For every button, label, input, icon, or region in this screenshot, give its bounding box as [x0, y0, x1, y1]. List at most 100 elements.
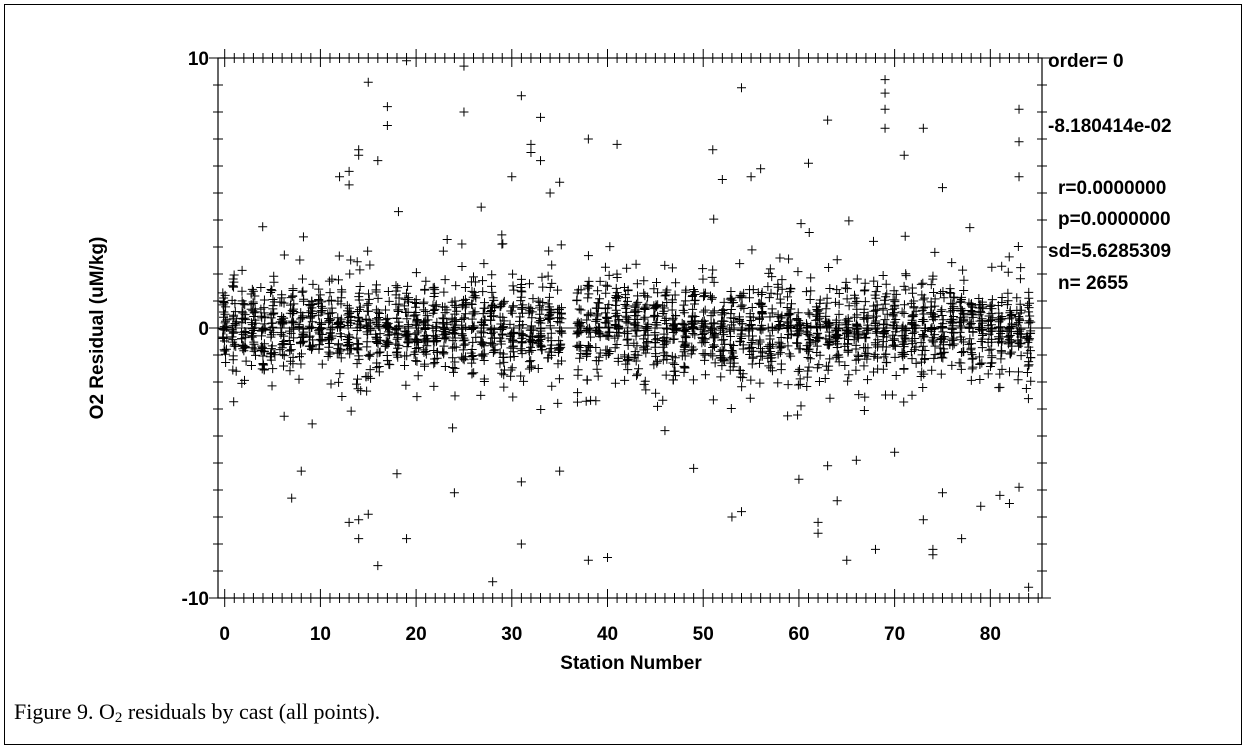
data-point [936, 369, 946, 379]
data-point [232, 317, 242, 327]
data-point [936, 322, 946, 332]
data-point [622, 313, 632, 323]
data-point [257, 343, 267, 353]
data-point [831, 331, 841, 341]
data-point [938, 287, 948, 297]
data-point [574, 304, 584, 314]
data-point [554, 344, 564, 354]
data-point [968, 362, 978, 372]
data-point [1003, 267, 1013, 277]
data-point [351, 379, 361, 389]
data-point [841, 277, 851, 287]
data-point [717, 345, 727, 355]
data-point [364, 289, 374, 299]
data-point [516, 477, 526, 487]
data-point [375, 335, 385, 345]
data-point [737, 382, 747, 392]
data-point [335, 346, 345, 356]
data-point [794, 474, 804, 484]
data-point [622, 263, 632, 273]
y-tick-label: -10 [182, 589, 209, 610]
data-point [964, 298, 974, 308]
data-point [834, 357, 844, 367]
data-point [335, 329, 345, 339]
data-point [986, 315, 996, 325]
data-point [987, 304, 997, 314]
data-point [401, 380, 411, 390]
data-point [1005, 324, 1015, 334]
data-point [745, 393, 755, 403]
data-point [773, 349, 783, 359]
data-point [860, 285, 870, 295]
data-point [593, 286, 603, 296]
data-point [528, 337, 538, 347]
data-point [486, 338, 496, 348]
data-point [285, 300, 295, 310]
data-point [860, 351, 870, 361]
data-point [936, 333, 946, 343]
data-point [863, 375, 873, 385]
figure-frame [4, 4, 1242, 745]
data-point [314, 318, 324, 328]
data-point [783, 411, 793, 421]
data-point [930, 311, 940, 321]
data-point [572, 397, 582, 407]
data-point [870, 324, 880, 334]
data-point [392, 350, 402, 360]
data-point [700, 370, 710, 380]
data-point [279, 298, 289, 308]
data-point [420, 337, 430, 347]
data-point [937, 488, 947, 498]
data-point [228, 355, 238, 365]
data-point [286, 293, 296, 303]
data-point [766, 288, 776, 298]
data-point [305, 331, 315, 341]
data-point [690, 290, 700, 300]
data-point [229, 397, 239, 407]
data-point [467, 325, 477, 335]
data-point [288, 317, 298, 327]
data-point [987, 262, 997, 272]
data-point [451, 281, 461, 291]
data-point [306, 322, 316, 332]
data-point [699, 316, 709, 326]
data-point [852, 296, 862, 306]
data-point [536, 156, 546, 166]
data-point [948, 341, 958, 351]
data-point [229, 341, 239, 351]
data-point [919, 331, 929, 341]
data-point [882, 289, 892, 299]
data-point [709, 318, 719, 328]
data-point [458, 345, 468, 355]
data-point [324, 296, 334, 306]
data-point [266, 330, 276, 340]
data-point [977, 343, 987, 353]
data-point [403, 338, 413, 348]
data-point [1013, 241, 1023, 251]
data-point [621, 293, 631, 303]
data-point [610, 319, 620, 329]
n-stat: n= 2655 [1058, 273, 1129, 294]
data-point [987, 353, 997, 363]
data-point [709, 340, 719, 350]
data-point [869, 301, 879, 311]
data-point [737, 293, 747, 303]
data-point [669, 319, 679, 329]
data-point [976, 336, 986, 346]
data-point [611, 300, 621, 310]
data-point [583, 340, 593, 350]
data-point [505, 319, 515, 329]
data-point [583, 309, 593, 319]
data-point [469, 368, 479, 378]
data-point [496, 336, 506, 346]
data-point [823, 365, 833, 375]
data-point [658, 309, 668, 318]
data-point [1013, 375, 1023, 385]
data-point [458, 324, 468, 334]
data-point [767, 304, 777, 314]
data-point [727, 295, 737, 305]
data-point [689, 344, 699, 354]
data-point [1024, 293, 1034, 303]
data-point [767, 353, 777, 363]
data-point [909, 310, 919, 320]
